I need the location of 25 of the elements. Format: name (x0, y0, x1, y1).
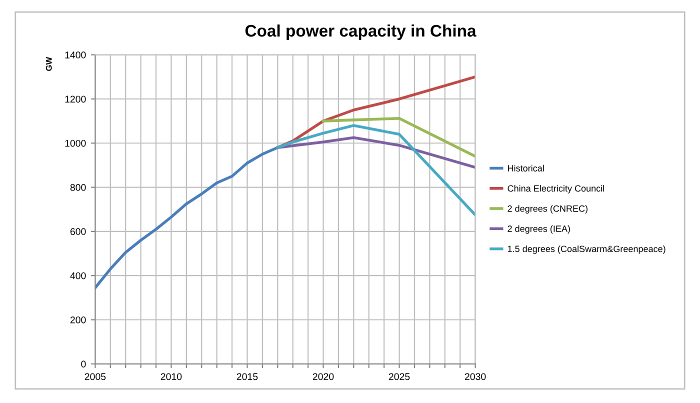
y-tick-label: 600 (70, 228, 86, 236)
legend-label: 2 degrees (CNREC) (508, 205, 588, 214)
line-series (95, 146, 280, 290)
line-series (276, 136, 476, 169)
x-tick-label: 2025 (388, 373, 410, 380)
y-axis-title: GW (46, 56, 52, 71)
x-tick-label: 2010 (160, 373, 182, 380)
x-tick-label: 2030 (464, 373, 486, 380)
legend-label: Historical (508, 164, 544, 172)
y-tick-label: 1000 (65, 140, 86, 147)
x-tick-label: 2020 (312, 373, 334, 380)
line-series (276, 124, 476, 216)
y-tick-label: 800 (70, 184, 86, 191)
legend-label: 1.5 degrees (CoalSwarm&Greenpeace) (508, 245, 666, 254)
y-tick-label: 400 (70, 272, 86, 280)
x-tick-label: 2005 (84, 373, 106, 380)
x-tick-label: 2015 (236, 373, 258, 380)
y-tick-label: 0 (81, 360, 86, 368)
y-tick-label: 1400 (65, 52, 86, 58)
legend-label: 2 degrees (IEA) (508, 225, 570, 234)
legend-label: China Electricity Council (508, 185, 604, 194)
chart-title: Coal power capacity in China (245, 24, 476, 40)
line-series (322, 117, 476, 158)
y-tick-label: 200 (70, 316, 86, 324)
y-tick-label: 1200 (65, 96, 86, 103)
